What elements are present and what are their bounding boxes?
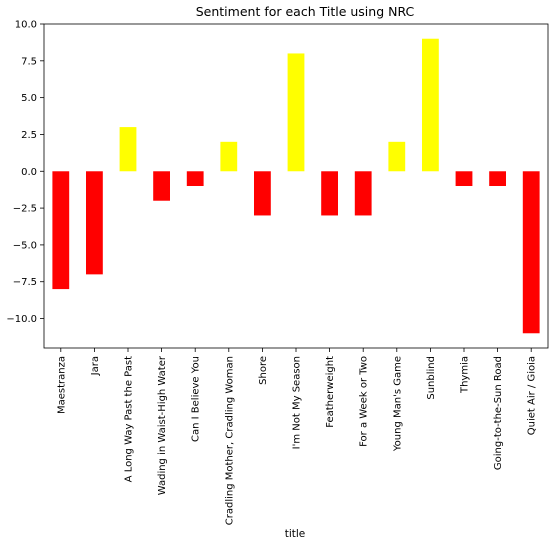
bar — [119, 127, 137, 172]
y-tick-label: 0.0 — [21, 167, 37, 178]
y-tick-label: −2.5 — [13, 204, 37, 215]
x-tick-label: Quiet Air / Gioia — [527, 356, 538, 435]
bar — [153, 171, 170, 201]
y-tick-label: −5.0 — [13, 240, 37, 251]
bar — [522, 171, 540, 334]
bar — [489, 171, 506, 186]
bar — [52, 171, 70, 290]
bar — [86, 171, 103, 275]
x-tick-label: Sunblind — [426, 356, 437, 400]
bar — [455, 171, 473, 186]
bar — [186, 171, 204, 186]
x-tick-label: Thymia — [460, 356, 471, 394]
bar — [321, 171, 338, 216]
chart-title: Sentiment for each Title using NRC — [196, 4, 415, 19]
x-tick-label: Shore — [258, 356, 269, 385]
x-tick-label: For a Week or Two — [359, 356, 370, 447]
plot-frame — [43, 23, 549, 349]
y-tick-label: 5.0 — [21, 93, 37, 104]
x-tick-label: Young Man's Game — [392, 356, 403, 452]
y-tick-label: 7.5 — [21, 56, 37, 67]
y-tick-label: −10.0 — [6, 314, 37, 325]
x-tick-label: Featherweight — [325, 356, 336, 428]
bar — [287, 53, 305, 172]
y-tick-label: −7.5 — [13, 277, 37, 288]
y-tick-label: 10.0 — [15, 20, 37, 31]
bar — [220, 141, 238, 172]
bar — [254, 171, 271, 216]
x-tick-label: Maestranza — [56, 356, 67, 414]
bar — [422, 38, 439, 172]
x-axis-label: title — [285, 528, 306, 540]
x-tick-label: Going-to-the-Sun Road — [493, 356, 504, 470]
y-tick-label: 2.5 — [21, 130, 37, 141]
x-axis-ticks: Maestranza Jara A Long Way Past the Past Wa… — [56, 348, 538, 525]
bars — [52, 38, 540, 334]
x-tick-label: Can I Believe You — [191, 356, 202, 442]
x-tick-label: I'm Not My Season — [292, 356, 303, 449]
x-tick-label: A Long Way Past the Past — [124, 356, 135, 482]
bar — [388, 141, 406, 172]
y-axis-ticks: 10.0 7.5 5.0 2.5 0.0 −2.5 −5.0 −7.5 −10.0 — [6, 20, 44, 325]
x-tick-label: Cradling Mother, Cradling Woman — [224, 356, 235, 525]
x-tick-label: Wading in Waist-High Water — [157, 355, 168, 495]
bar — [354, 171, 372, 216]
x-tick-label: Jara — [90, 356, 101, 376]
